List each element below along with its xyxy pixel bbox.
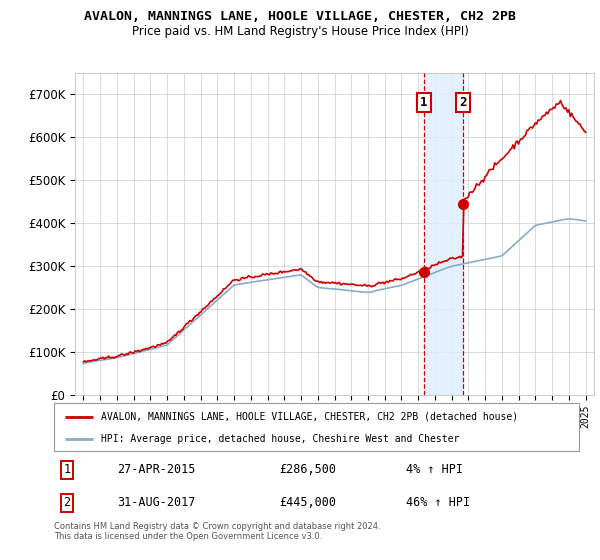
Text: £286,500: £286,500 [280,464,337,477]
Text: AVALON, MANNINGS LANE, HOOLE VILLAGE, CHESTER, CH2 2PB (detached house): AVALON, MANNINGS LANE, HOOLE VILLAGE, CH… [101,412,518,422]
Text: HPI: Average price, detached house, Cheshire West and Chester: HPI: Average price, detached house, Ches… [101,435,460,445]
Text: AVALON, MANNINGS LANE, HOOLE VILLAGE, CHESTER, CH2 2PB: AVALON, MANNINGS LANE, HOOLE VILLAGE, CH… [84,10,516,23]
Text: Contains HM Land Registry data © Crown copyright and database right 2024.
This d: Contains HM Land Registry data © Crown c… [54,522,380,542]
Text: 2: 2 [459,96,467,109]
Text: 46% ↑ HPI: 46% ↑ HPI [406,496,470,509]
Text: 1: 1 [420,96,427,109]
Text: 4% ↑ HPI: 4% ↑ HPI [406,464,463,477]
Text: 31-AUG-2017: 31-AUG-2017 [117,496,196,509]
Text: 1: 1 [64,464,71,477]
Text: 27-APR-2015: 27-APR-2015 [117,464,196,477]
Text: £445,000: £445,000 [280,496,337,509]
Text: Price paid vs. HM Land Registry's House Price Index (HPI): Price paid vs. HM Land Registry's House … [131,25,469,38]
Text: 2: 2 [64,496,71,509]
